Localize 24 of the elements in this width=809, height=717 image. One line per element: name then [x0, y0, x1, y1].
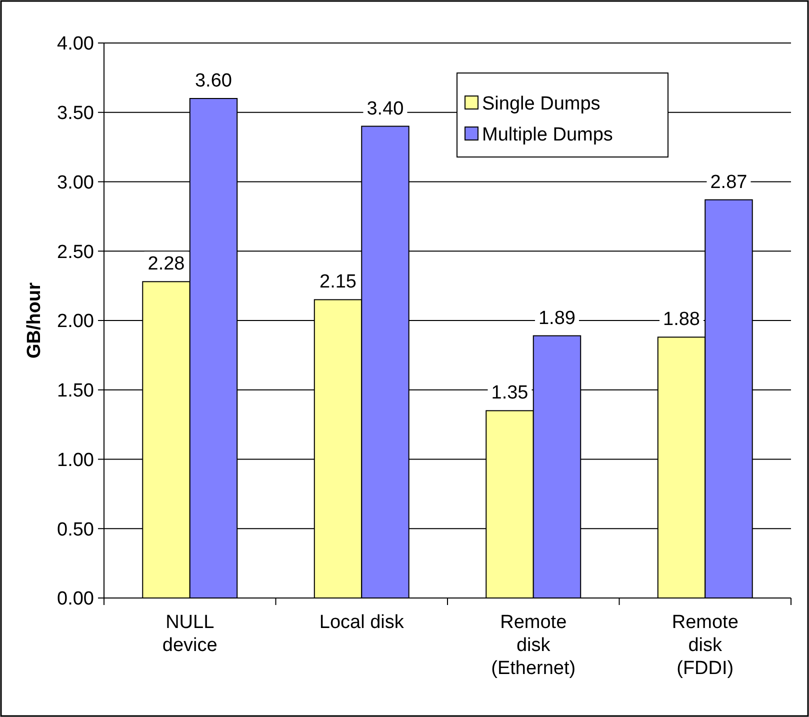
data-label: 2.28 [148, 254, 185, 275]
data-label: 3.40 [366, 98, 404, 120]
y-tick-label: 1.50 [57, 380, 94, 402]
data-label: 2.87 [710, 172, 748, 193]
data-label: 1.88 [663, 309, 700, 330]
data-label: 1.89 [538, 308, 576, 329]
y-tick-label: 2.00 [57, 311, 94, 332]
data-label: 1.35 [491, 382, 528, 404]
legend-label: Multiple Dumps [482, 124, 613, 146]
x-tick-label: Remote disk (FDDI) [672, 612, 738, 679]
y-tick-label: 0.50 [57, 519, 94, 540]
legend-label: Single Dumps [482, 94, 600, 115]
x-tick-label: Remote disk (Ethernet) [491, 612, 576, 679]
y-tick-label: 4.00 [57, 34, 94, 55]
y-tick-label: 3.00 [57, 172, 94, 194]
y-tick-label: 3.50 [57, 103, 94, 124]
y-tick-label: 1.00 [57, 450, 94, 471]
y-axis-title: GB/hour [24, 282, 45, 358]
x-tick-label: NULL device [162, 612, 218, 656]
data-label: 3.60 [195, 70, 232, 92]
x-tick-label: Local disk [319, 612, 404, 633]
y-tick-label: 0.00 [57, 588, 94, 610]
y-tick-label: 2.50 [57, 242, 94, 263]
data-label: 2.15 [320, 272, 356, 293]
